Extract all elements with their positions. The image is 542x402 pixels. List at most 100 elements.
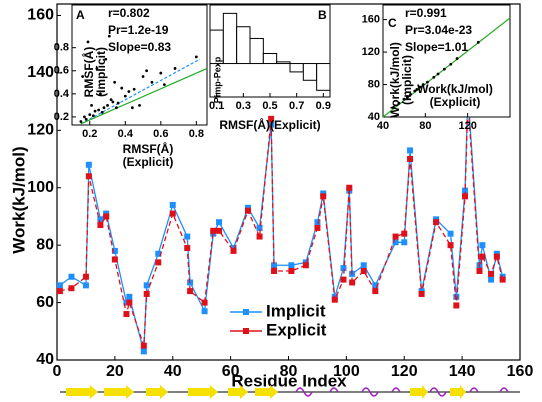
point	[415, 88, 419, 91]
x-tick-label: 0.5	[262, 100, 277, 112]
point	[56, 282, 63, 289]
point	[499, 276, 506, 283]
point	[271, 268, 278, 274]
point	[314, 219, 321, 226]
bar	[236, 26, 251, 65]
point	[85, 161, 92, 168]
point	[418, 85, 422, 89]
point	[392, 105, 395, 109]
point	[401, 239, 408, 246]
x-tick-label: 120	[391, 363, 418, 380]
point	[99, 92, 102, 96]
point	[88, 113, 92, 117]
legend-label: Explicit	[266, 320, 327, 339]
point	[113, 80, 117, 84]
y-tick-label: 0.8	[54, 42, 69, 54]
y-axis-label: RMSF(Å)	[81, 47, 96, 98]
point	[244, 207, 251, 214]
point	[111, 247, 118, 254]
point	[288, 268, 295, 274]
point	[126, 299, 133, 306]
point	[159, 71, 163, 75]
point	[130, 106, 134, 110]
point	[201, 299, 208, 306]
point	[462, 193, 469, 200]
y-axis-label: Work(kJ/mol)	[9, 146, 28, 253]
x-axis-label: RMSF(Å)(Explicit)	[219, 117, 320, 132]
x-tick-label: 0	[53, 363, 62, 380]
x-tick-label: 0.3	[236, 100, 251, 112]
y-tick-label: 0.2	[54, 111, 69, 123]
point	[418, 290, 425, 297]
point	[109, 98, 113, 102]
point	[126, 293, 133, 300]
y-axis-label: (Implicit)	[400, 55, 414, 105]
x-tick-label: 140	[449, 363, 476, 380]
point	[320, 193, 327, 200]
x-tick-label: 0.9	[316, 100, 331, 112]
y-axis-label: Pimp-Pexp	[212, 56, 222, 103]
point	[453, 302, 460, 309]
point	[82, 282, 89, 289]
point	[107, 34, 111, 38]
point	[169, 201, 176, 208]
point	[132, 87, 136, 91]
x-tick-label: 40	[164, 363, 182, 380]
panel-label: B	[318, 8, 327, 22]
legend-marker	[243, 309, 249, 315]
panel: 0.1 0.3 0.5 0.7 0.9 B RMSF(Å)(Explicit) Pimp-Pe…	[209, 4, 331, 132]
point	[314, 224, 321, 231]
y-tick-label: 120	[27, 122, 54, 139]
x-axis-label: RMSF(Å)	[123, 141, 174, 156]
point	[271, 262, 278, 269]
point	[372, 288, 379, 295]
y-tick-label: 160	[27, 7, 54, 24]
point	[455, 57, 459, 60]
y-tick-label: 80	[368, 78, 380, 90]
x-tick-label: 0.7	[289, 100, 304, 112]
point	[173, 67, 177, 70]
point	[256, 233, 263, 240]
point	[111, 256, 118, 263]
point	[127, 90, 131, 93]
x-tick-label: 0.4	[118, 128, 134, 140]
point	[402, 97, 406, 101]
point	[397, 101, 401, 105]
point	[488, 270, 495, 277]
point	[143, 282, 150, 289]
point	[138, 103, 141, 107]
panel-label: C	[388, 16, 397, 30]
x-axis-label: (Explicit)	[430, 95, 481, 109]
x-tick-label: 0.6	[153, 128, 168, 140]
x-tick-label: 0.2	[82, 128, 97, 140]
annotation: Pr=3.04e-23	[405, 23, 472, 37]
point	[97, 216, 104, 223]
point	[115, 106, 118, 110]
x-tick-label: 0.8	[189, 128, 204, 140]
point	[84, 117, 88, 121]
point	[288, 262, 295, 269]
point	[111, 100, 115, 104]
legend-label: Implicit	[266, 301, 326, 320]
point	[103, 213, 110, 220]
x-axis-label: (Explicit)	[123, 155, 174, 169]
point	[405, 96, 409, 99]
bar	[289, 63, 304, 73]
annotation: Slope=1.01	[405, 40, 468, 54]
point	[476, 268, 483, 274]
point	[413, 89, 417, 93]
point	[216, 227, 223, 234]
point	[150, 80, 154, 84]
y-tick-label: 40	[36, 351, 54, 368]
point	[123, 311, 130, 318]
point	[169, 210, 176, 217]
bar	[302, 63, 318, 81]
point	[123, 94, 127, 98]
x-tick-label: 120	[458, 120, 476, 132]
x-axis-label: Work(kJ/mol)	[417, 82, 493, 96]
point	[432, 75, 436, 79]
y-tick-label: 160	[362, 14, 380, 26]
point	[488, 276, 495, 283]
annotation: r=0.802	[108, 6, 150, 20]
